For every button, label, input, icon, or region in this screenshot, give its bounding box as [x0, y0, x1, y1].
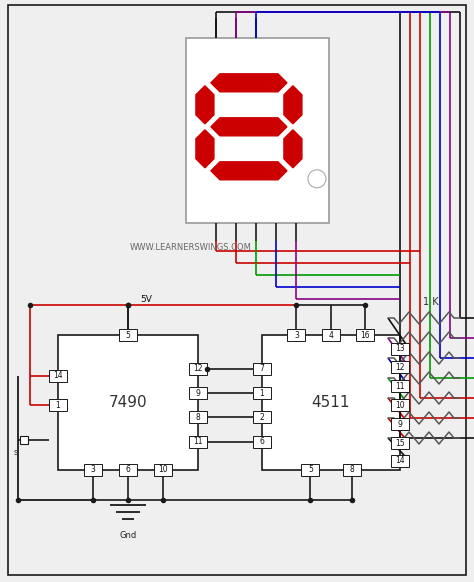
Bar [322, 329, 340, 341]
Text: 2: 2 [260, 413, 264, 422]
Text: 11: 11 [193, 437, 203, 446]
Polygon shape [211, 162, 287, 180]
Text: Gnd: Gnd [119, 531, 137, 540]
Text: 9: 9 [196, 389, 201, 398]
Bar [49, 370, 67, 381]
Text: s: s [14, 448, 18, 457]
Bar [343, 464, 361, 476]
Bar [154, 464, 172, 476]
Bar [391, 361, 409, 374]
Bar [119, 464, 137, 476]
Bar [58, 335, 198, 470]
Bar [391, 437, 409, 449]
Bar [301, 464, 319, 476]
Bar [49, 399, 67, 411]
Bar [189, 411, 207, 423]
Text: 14: 14 [53, 371, 63, 380]
Bar [119, 329, 137, 341]
Text: 9: 9 [398, 420, 402, 428]
Text: 1: 1 [260, 389, 264, 398]
Text: 8: 8 [196, 413, 201, 422]
Bar [391, 342, 409, 354]
Text: 11: 11 [395, 382, 405, 391]
Bar [253, 363, 271, 375]
Text: 3: 3 [294, 331, 299, 339]
Text: 4: 4 [328, 331, 333, 339]
Polygon shape [196, 86, 214, 124]
Text: 3: 3 [91, 466, 95, 474]
Bar [186, 38, 329, 223]
Text: 12: 12 [395, 363, 405, 372]
Polygon shape [211, 118, 287, 136]
Bar [391, 418, 409, 430]
Text: 16: 16 [361, 331, 370, 339]
Bar [84, 464, 102, 476]
Text: 12: 12 [193, 364, 203, 373]
Text: 6: 6 [126, 466, 130, 474]
Bar [253, 411, 271, 423]
Text: 5: 5 [126, 331, 130, 339]
Bar [391, 455, 409, 467]
Text: 14: 14 [395, 456, 405, 465]
Polygon shape [284, 130, 302, 168]
Bar [391, 380, 409, 392]
Bar [189, 436, 207, 448]
Text: 15: 15 [395, 438, 405, 448]
Polygon shape [284, 86, 302, 124]
Text: 5V: 5V [140, 294, 152, 303]
Bar [356, 329, 374, 341]
Bar [262, 335, 400, 470]
Text: 1 K: 1 K [423, 297, 438, 307]
Text: 6: 6 [260, 437, 264, 446]
Text: 13: 13 [395, 344, 405, 353]
Text: 5: 5 [308, 466, 313, 474]
Bar [253, 436, 271, 448]
Text: 7: 7 [260, 364, 264, 373]
Text: 10: 10 [395, 400, 405, 410]
Bar [253, 387, 271, 399]
Text: 7490: 7490 [109, 395, 147, 410]
Text: 4511: 4511 [312, 395, 350, 410]
Bar [189, 387, 207, 399]
Text: 8: 8 [349, 466, 354, 474]
Bar [288, 329, 306, 341]
Text: 10: 10 [158, 466, 168, 474]
Bar [189, 363, 207, 375]
Polygon shape [211, 74, 287, 92]
Polygon shape [196, 130, 214, 168]
Text: 1: 1 [55, 400, 60, 410]
Bar [391, 399, 409, 411]
Text: WWW.LEARNERSWINGS.COM: WWW.LEARNERSWINGS.COM [130, 243, 252, 253]
Circle shape [308, 170, 326, 188]
